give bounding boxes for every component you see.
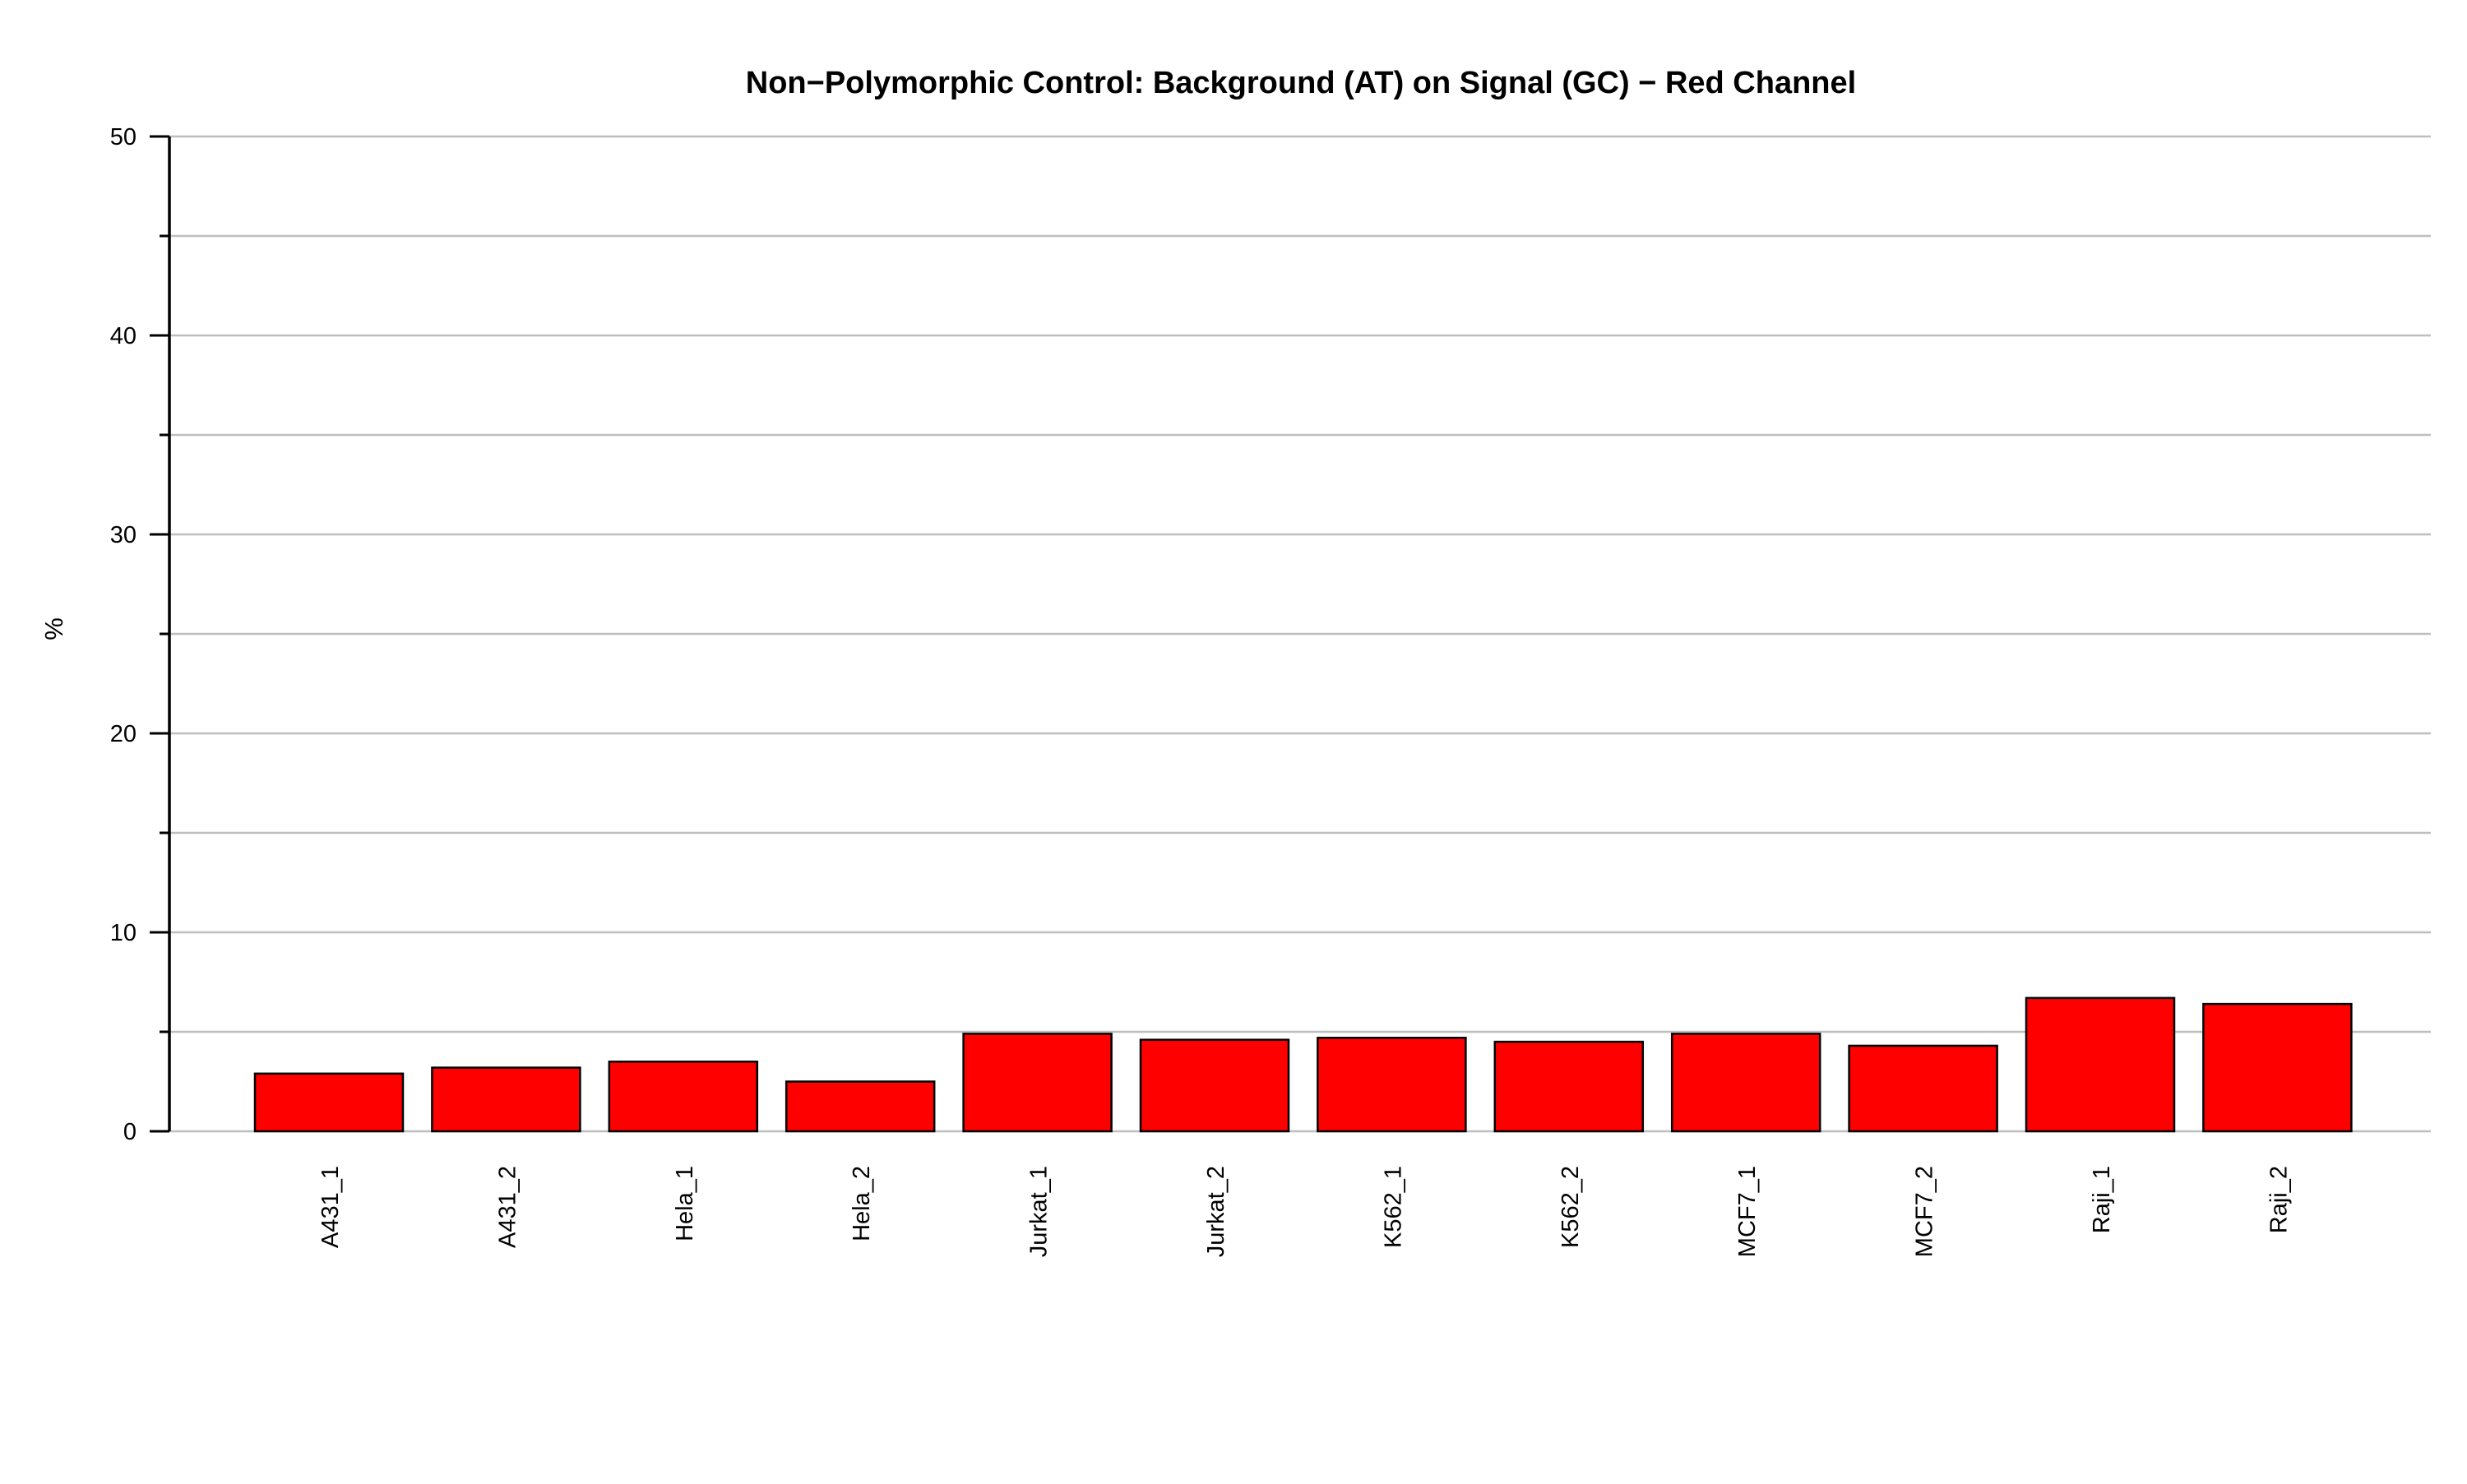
bar-mcf7-2: [1848, 1044, 1998, 1133]
bar-jurkat-1: [962, 1033, 1113, 1133]
bar-hela-2: [785, 1080, 936, 1133]
y-axis-label: %: [39, 617, 68, 640]
bars: [253, 996, 2353, 1133]
x-tick-label: Jurkat_1: [1026, 1166, 1053, 1257]
bar-k562-2: [1493, 1040, 1645, 1133]
x-tick-label: K562_2: [1557, 1166, 1584, 1248]
bar-jurkat-2: [1139, 1038, 1290, 1133]
x-tick-label: A431_1: [317, 1166, 344, 1248]
x-tick-label: MCF7_1: [1734, 1166, 1761, 1257]
bar-k562-1: [1317, 1037, 1467, 1133]
x-tick-label: K562_1: [1380, 1166, 1406, 1248]
bar-a431-1: [253, 1072, 405, 1133]
bar-mcf7-1: [1670, 1033, 1821, 1133]
x-tick-label: Raji_2: [2266, 1166, 2292, 1233]
bar-raji-1: [2025, 996, 2176, 1133]
bar-raji-2: [2202, 1002, 2353, 1133]
bar-a431-2: [431, 1066, 581, 1133]
x-tick-label: Raji_1: [2089, 1166, 2115, 1233]
bar-hela-1: [608, 1061, 759, 1133]
x-tick-label: MCF7_2: [1912, 1166, 1938, 1257]
x-tick-label: A431_2: [494, 1166, 521, 1248]
gridlines: [169, 135, 2431, 1133]
y-tick-label: 20: [110, 721, 137, 747]
y-tick-label: 0: [123, 1119, 137, 1145]
x-tick-label: Hela_1: [672, 1166, 698, 1241]
y-tick-label: 10: [110, 920, 137, 946]
x-tick-label: Jurkat_2: [1203, 1166, 1229, 1257]
chart-title: Non−Polymorphic Control: Background (AT)…: [746, 66, 1856, 100]
y-tick-label: 40: [110, 323, 137, 349]
y-tick-label: 50: [110, 124, 137, 150]
y-tick-label: 30: [110, 522, 137, 548]
y-axis: 0 10 20 30 40 50: [110, 124, 171, 1145]
x-tick-label: Hela_2: [849, 1166, 875, 1241]
x-tick-labels: A431_1 A431_2 Hela_1 Hela_2 Jurkat_1 Jurkat_2…: [317, 1166, 2292, 1257]
